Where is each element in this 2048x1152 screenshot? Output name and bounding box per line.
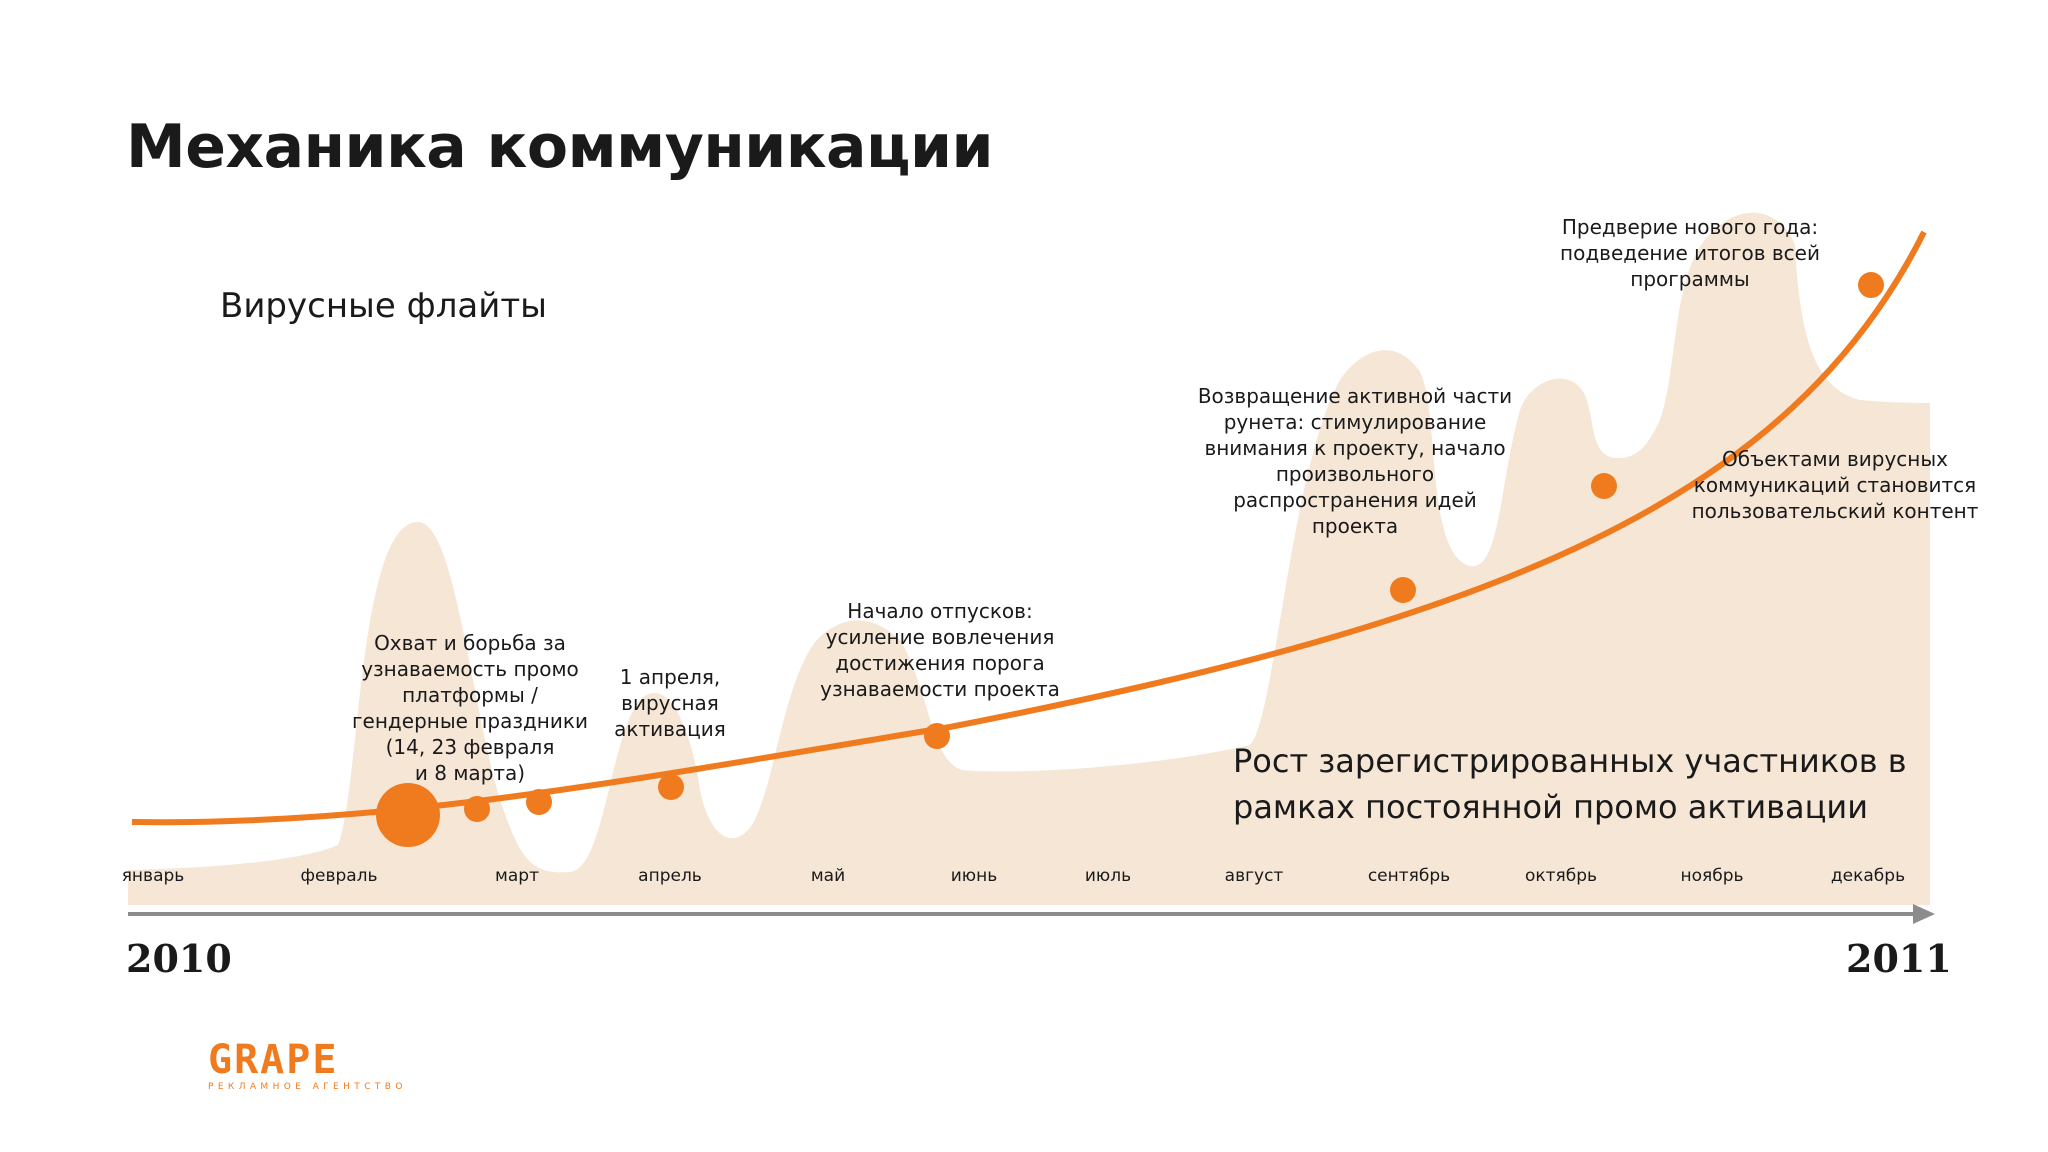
growth-label: Рост зарегистрированных участников в рам…	[1233, 742, 1907, 826]
annotation-february: Охват и борьба за узнаваемость промо пла…	[352, 631, 588, 785]
page-title: Механика коммуникации	[126, 112, 994, 182]
milestone-dot	[376, 783, 440, 847]
annotation-user-content: Объектами вирусных коммуникаций становит…	[1691, 447, 1979, 523]
month-label: август	[1224, 866, 1284, 886]
month-label: ноябрь	[1680, 866, 1744, 886]
subtitle: Вирусные флайты	[220, 286, 548, 326]
year-end: 2011	[1846, 936, 1952, 981]
milestone-dot	[526, 789, 552, 815]
month-label: май	[810, 866, 846, 886]
activity-area	[128, 212, 1930, 906]
milestone-dot	[1591, 473, 1617, 499]
logo-name: GRAPE	[208, 1037, 339, 1083]
milestone-dot	[1858, 272, 1884, 298]
annotation-june: Начало отпусков: усиление вовлечения дос…	[820, 599, 1060, 701]
month-label: декабрь	[1830, 866, 1906, 886]
month-label: июль	[1084, 866, 1132, 886]
grape-logo: GRAPE РЕКЛАМНОЕ АГЕНТСТВО	[208, 1040, 407, 1092]
month-label: февраль	[300, 866, 378, 886]
milestone-dot	[464, 796, 490, 822]
annotation-september: Возвращение активной части рунета: стиму…	[1197, 384, 1513, 538]
month-label: март	[495, 866, 539, 886]
milestone-dot	[658, 774, 684, 800]
month-label: сентябрь	[1367, 866, 1451, 886]
month-label: июнь	[950, 866, 998, 886]
timeline-arrowhead	[1913, 904, 1935, 924]
annotation-december: Предверие нового года: подведение итогов…	[1560, 215, 1820, 291]
milestone-dot	[924, 723, 950, 749]
month-label: октябрь	[1524, 866, 1598, 886]
logo-tagline: РЕКЛАМНОЕ АГЕНТСТВО	[208, 1082, 407, 1092]
year-start: 2010	[126, 936, 232, 981]
month-label: апрель	[638, 866, 702, 886]
annotation-april: 1 апреля, вирусная активация	[614, 665, 726, 741]
milestone-dot	[1390, 577, 1416, 603]
month-label: январь	[121, 866, 185, 886]
